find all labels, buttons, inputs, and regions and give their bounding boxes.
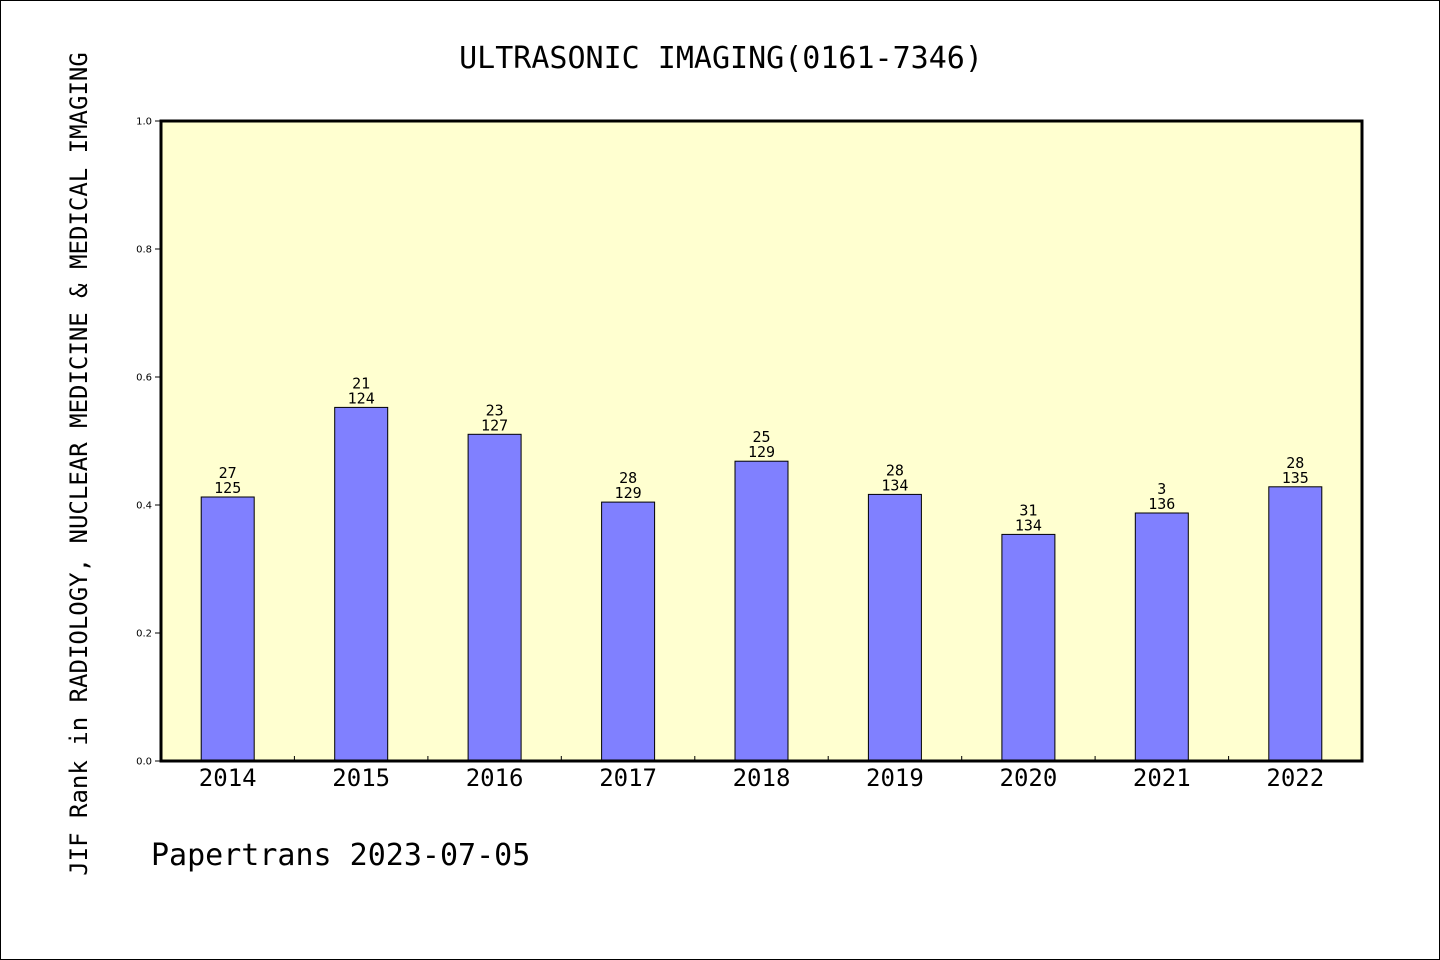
bar-2015 <box>335 407 388 761</box>
bar-total-label-2015: 124 <box>348 389 375 407</box>
x-tick-label-2019: 2019 <box>866 764 924 792</box>
x-tick-label-2015: 2015 <box>332 764 390 792</box>
x-tick-label-2017: 2017 <box>599 764 657 792</box>
x-tick-label-2014: 2014 <box>199 764 257 792</box>
x-tick-label-2018: 2018 <box>733 764 791 792</box>
x-tick-label-2020: 2020 <box>1000 764 1058 792</box>
bar-total-label-2014: 125 <box>214 479 241 497</box>
bar-2018 <box>735 461 788 761</box>
y-tick-label: 0.6 <box>136 373 152 384</box>
bar-2016 <box>468 434 521 761</box>
y-axis: 0.0 0.2 0.4 0.6 0.8 1.0 <box>136 117 161 768</box>
bar-2021 <box>1135 513 1188 761</box>
y-axis-label: JIF Rank in RADIOLOGY, NUCLEAR MEDICINE … <box>65 52 93 876</box>
bar-2017 <box>602 502 655 761</box>
y-tick-label: 0.2 <box>136 629 152 640</box>
bar-2022 <box>1269 487 1322 761</box>
x-tick-label-2022: 2022 <box>1266 764 1324 792</box>
y-tick-label: 0.8 <box>136 245 152 256</box>
bar-2014 <box>201 497 254 761</box>
x-tick-label-2016: 2016 <box>466 764 524 792</box>
chart-title: ULTRASONIC IMAGING(0161-7346) <box>459 41 983 76</box>
bar-total-label-2020: 134 <box>1015 516 1042 534</box>
y-tick-label: 0.4 <box>136 501 152 512</box>
bar-total-label-2022: 135 <box>1282 469 1309 487</box>
footer-date-text: Papertrans 2023-07-05 <box>151 838 530 873</box>
bar-2019 <box>868 494 921 761</box>
bar-total-label-2018: 129 <box>748 443 775 461</box>
y-tick-label: 0.0 <box>136 757 152 768</box>
bar-total-label-2016: 127 <box>481 416 508 434</box>
bar-total-label-2021: 136 <box>1148 495 1175 513</box>
x-tick-label-2021: 2021 <box>1133 764 1191 792</box>
y-tick-label: 1.0 <box>136 117 152 128</box>
bar-total-label-2017: 129 <box>615 484 642 502</box>
bar-total-label-2019: 134 <box>881 476 908 494</box>
bar-2020 <box>1002 534 1055 761</box>
